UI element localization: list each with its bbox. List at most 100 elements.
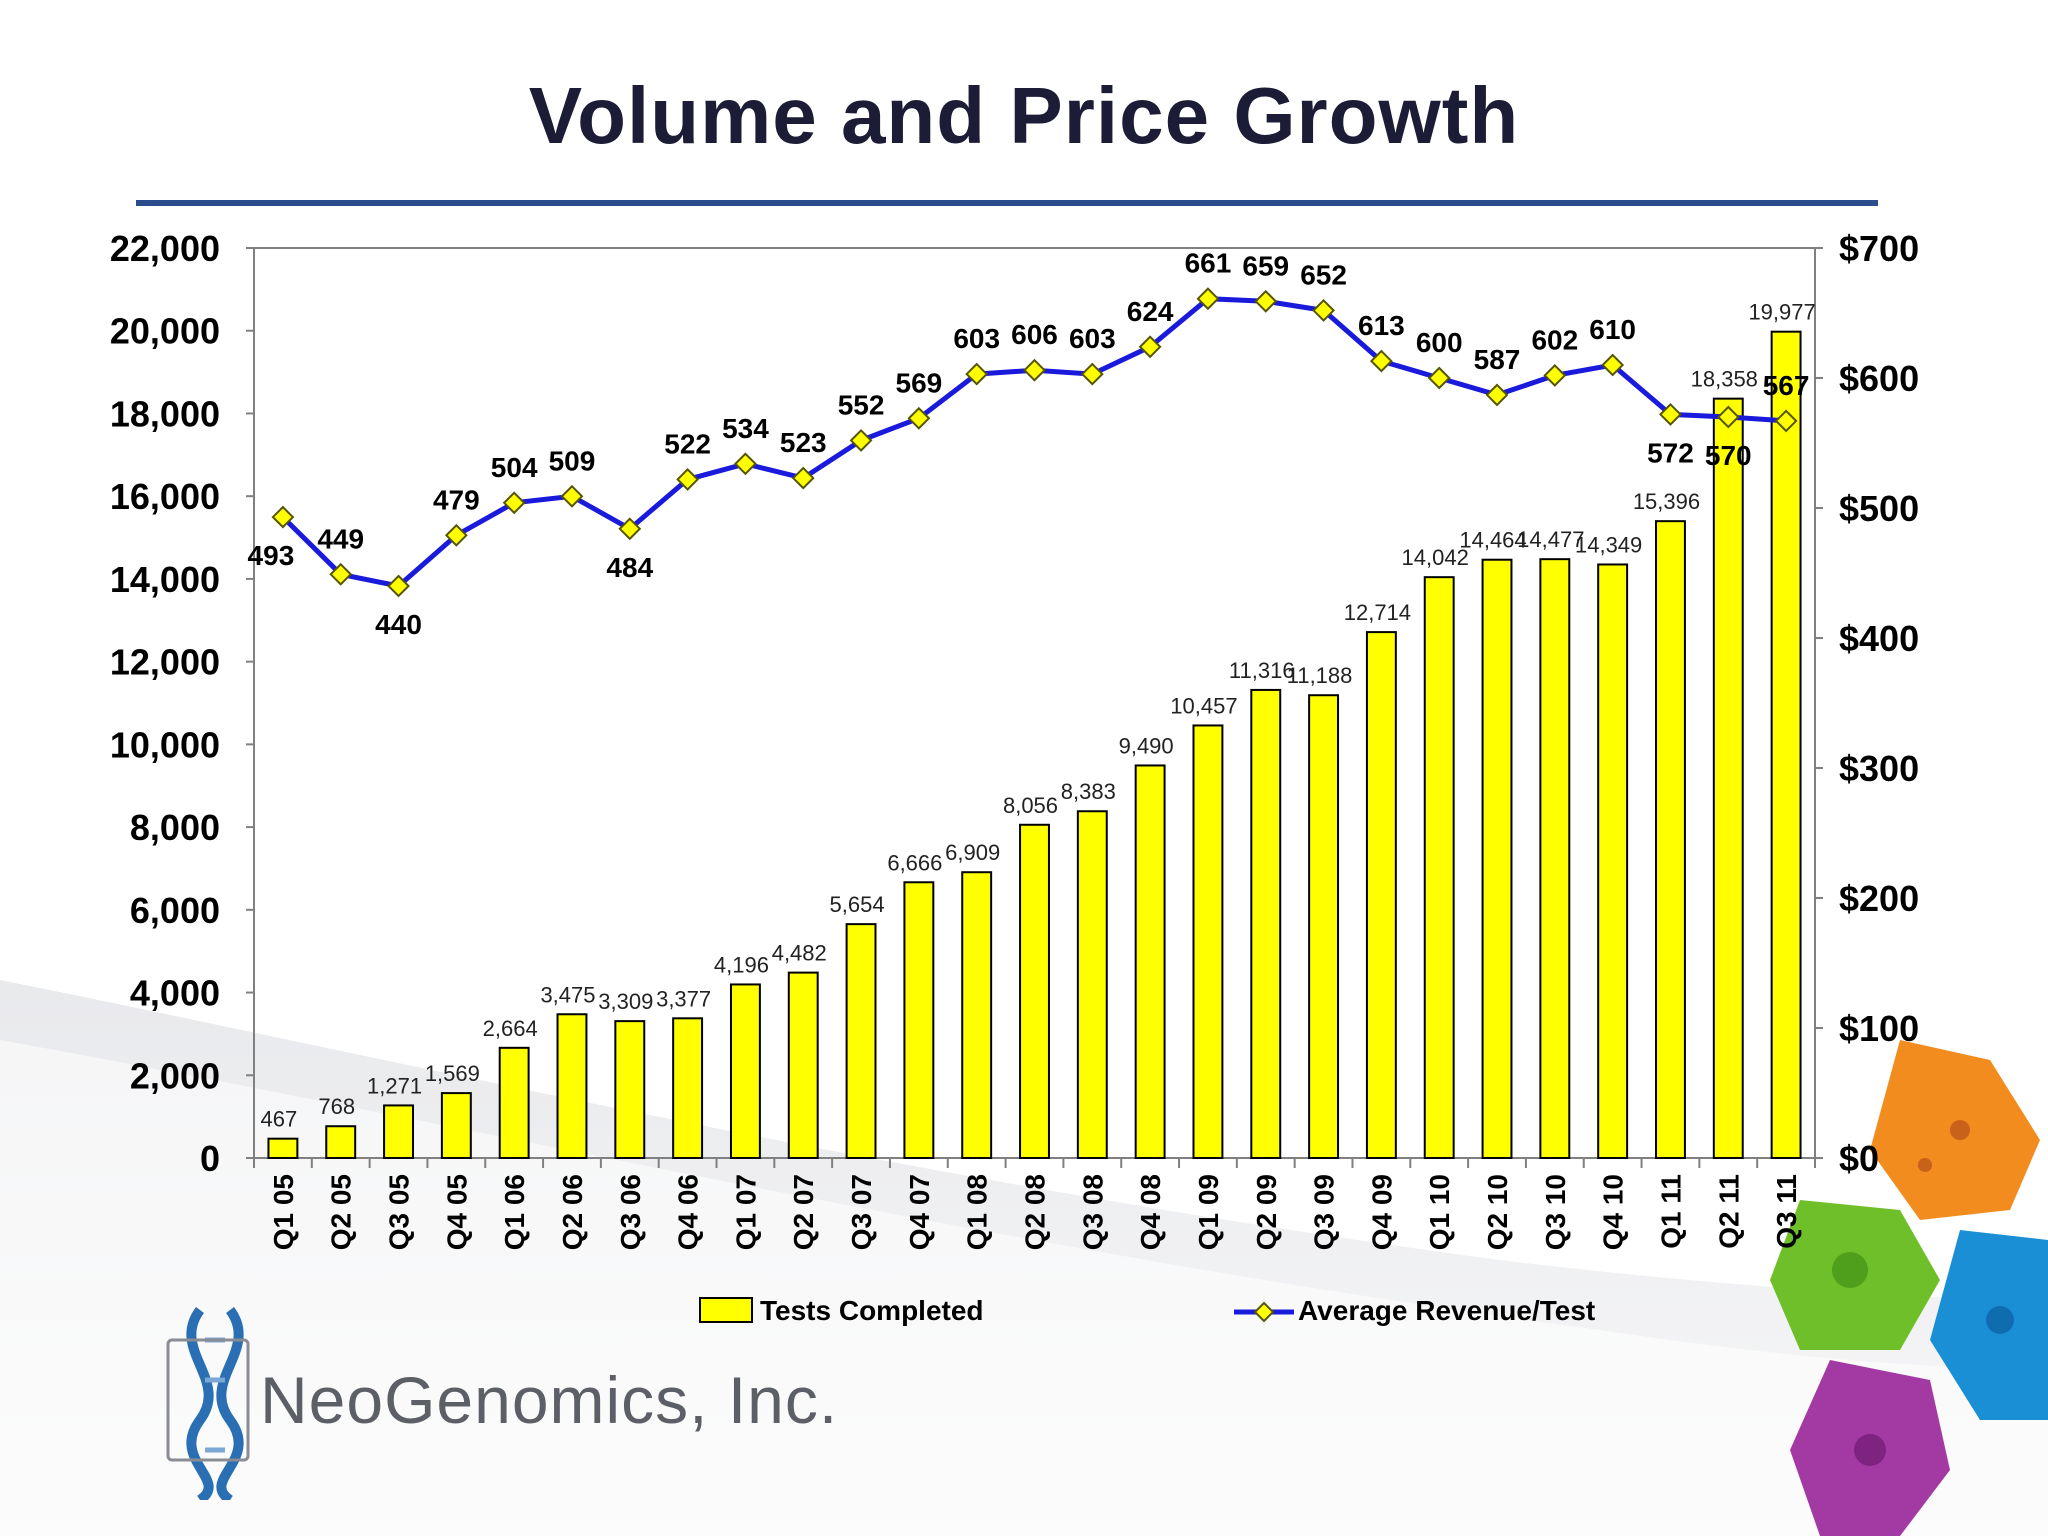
bar-data-label: 3,377: [656, 986, 711, 1011]
line-marker: [329, 562, 353, 586]
x-axis-category-label: Q1 11: [1655, 1174, 1686, 1249]
line-marker: [1427, 366, 1451, 390]
x-axis-category-label: Q3 11: [1771, 1174, 1802, 1249]
bar-tests-completed: [1423, 576, 1455, 1159]
left-axis-tick-label: 4,000: [130, 973, 220, 1014]
bar-data-label: 768: [318, 1094, 355, 1119]
bar-data-label: 6,909: [945, 840, 1000, 865]
bar-data-label: 2,664: [483, 1016, 538, 1041]
line-marker: [1023, 358, 1046, 382]
bar-tests-completed: [614, 1020, 646, 1160]
bar-tests-completed: [845, 923, 877, 1159]
line-data-label: 552: [838, 389, 885, 420]
line-marker: [849, 428, 873, 452]
line-data-label: 652: [1300, 259, 1347, 290]
bar-data-label: 3,309: [598, 989, 653, 1014]
bar-tests-completed: [1597, 563, 1629, 1159]
right-axis-tick-label: $100: [1839, 1008, 1919, 1049]
x-axis-category-label: Q1 10: [1424, 1174, 1455, 1250]
bar-tests-completed: [961, 871, 993, 1159]
bar-tests-completed: [729, 983, 761, 1159]
line-data-label: 484: [606, 552, 653, 583]
bar-data-label: 19,977: [1748, 300, 1815, 325]
x-axis-category-label: Q4 08: [1135, 1174, 1166, 1250]
x-axis-category-label: Q3 06: [615, 1174, 646, 1250]
legend-label-tests-completed: Tests Completed: [760, 1295, 984, 1326]
line-marker: [1716, 405, 1740, 429]
x-axis-category-label: Q4 10: [1598, 1174, 1629, 1250]
line-data-label: 449: [317, 523, 364, 554]
line-data-label: 570: [1705, 440, 1752, 471]
line-data-label: 600: [1416, 327, 1463, 358]
right-axis-tick-label: $300: [1839, 748, 1919, 789]
line-data-label: 567: [1763, 370, 1810, 401]
right-axis-tick-label: $700: [1839, 228, 1919, 269]
x-axis-category-label: Q1 07: [730, 1174, 761, 1250]
line-marker: [1080, 362, 1104, 386]
line-data-label: 659: [1242, 250, 1289, 281]
bar-tests-completed: [556, 1013, 588, 1159]
line-marker: [1138, 335, 1162, 359]
bar-tests-completed: [1134, 764, 1166, 1160]
bar-tests-completed: [325, 1125, 357, 1160]
line-data-label: 493: [248, 540, 295, 571]
bar-data-label: 12,714: [1344, 600, 1411, 625]
line-data-label: 523: [780, 427, 827, 458]
line-data-label: 624: [1127, 296, 1174, 327]
title-divider: [136, 200, 1878, 206]
line-marker: [1601, 353, 1625, 377]
x-axis-category-label: Q3 08: [1077, 1174, 1108, 1250]
line-data-label: 661: [1185, 248, 1232, 279]
bar-tests-completed: [672, 1017, 704, 1159]
right-axis-tick-label: $400: [1839, 618, 1919, 659]
x-axis-category-label: Q2 06: [557, 1174, 588, 1250]
line-data-label: 603: [953, 323, 1000, 354]
x-axis-category-label: Q4 05: [441, 1174, 472, 1250]
left-axis-tick-label: 12,000: [110, 642, 220, 683]
line-marker: [1774, 409, 1798, 433]
bar-data-label: 3,475: [540, 982, 595, 1007]
line-marker: [560, 484, 584, 508]
legend-marker-average-revenue: [1253, 1301, 1275, 1323]
line-marker: [1254, 289, 1278, 313]
right-axis-tick-label: $600: [1839, 358, 1919, 399]
x-axis-category-label: Q1 05: [268, 1174, 299, 1250]
line-marker: [271, 505, 295, 529]
bar-tests-completed: [1770, 330, 1802, 1159]
line-marker: [734, 452, 757, 476]
bar-tests-completed: [1250, 688, 1282, 1159]
line-marker: [502, 491, 526, 515]
bar-data-label: 4,196: [714, 952, 769, 977]
bar-tests-completed: [787, 971, 819, 1159]
bar-data-label: 18,358: [1691, 367, 1758, 392]
bar-data-label: 467: [261, 1107, 298, 1132]
bar-data-label: 6,666: [887, 850, 942, 875]
bar-tests-completed: [903, 881, 935, 1160]
left-axis-tick-label: 16,000: [110, 476, 220, 517]
left-axis-tick-label: 20,000: [110, 311, 220, 352]
line-data-label: 606: [1011, 319, 1058, 350]
line-data-label: 602: [1531, 324, 1578, 355]
bar-tests-completed: [1655, 520, 1686, 1159]
line-data-label: 603: [1069, 323, 1116, 354]
bar-data-label: 15,396: [1633, 489, 1700, 514]
left-axis-tick-label: 2,000: [130, 1055, 220, 1096]
line-data-label: 534: [722, 413, 769, 444]
bar-tests-completed: [1192, 724, 1224, 1159]
bar-data-label: 5,654: [830, 892, 885, 917]
slide-title: Volume and Price Growth: [528, 71, 1520, 160]
line-marker: [1369, 349, 1393, 373]
x-axis-category-label: Q2 10: [1482, 1174, 1513, 1250]
bar-data-label: 8,056: [1003, 793, 1058, 818]
line-marker: [676, 467, 700, 491]
x-axis-category-label: Q3 05: [384, 1174, 415, 1250]
line-marker: [965, 362, 989, 386]
line-data-label: 587: [1474, 344, 1521, 375]
x-axis-category-label: Q2 08: [1020, 1174, 1051, 1250]
dna-helix-logo: [166, 1307, 250, 1500]
line-data-label: 522: [664, 428, 711, 459]
x-axis-category-label: Q1 06: [499, 1174, 530, 1250]
bar-data-label: 1,271: [367, 1073, 422, 1098]
left-axis-tick-label: 22,000: [110, 228, 220, 269]
